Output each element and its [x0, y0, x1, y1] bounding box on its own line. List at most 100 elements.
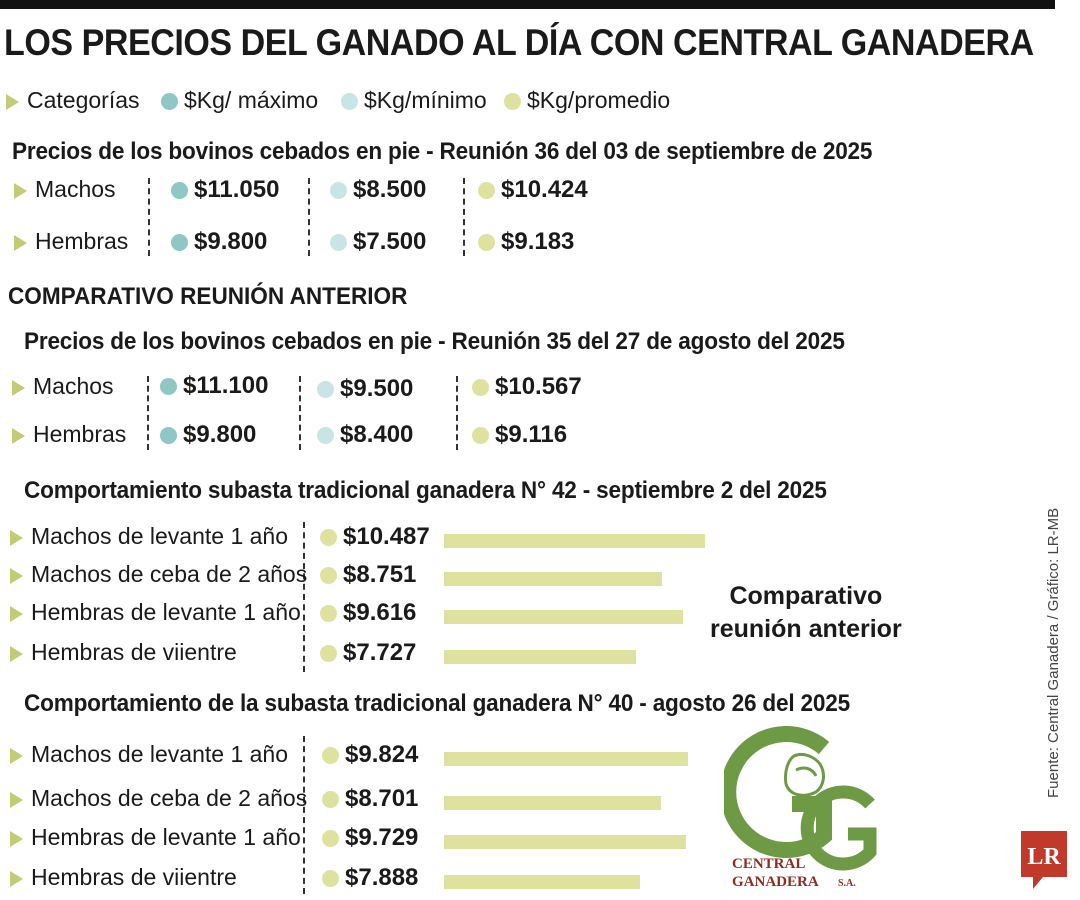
bar [444, 752, 688, 766]
lr-logo-shape [1021, 831, 1067, 889]
value-text: $7.500 [353, 228, 427, 255]
bar [444, 835, 686, 849]
bar [444, 875, 640, 889]
logo-letter-g-right [800, 785, 877, 871]
dot-avg-icon [478, 234, 495, 252]
section2-value-max: $11.100 [160, 372, 268, 400]
dot-max-icon [160, 378, 177, 396]
bar-category-label: Machos de ceba de 2 años [10, 785, 307, 812]
dot-max-icon [171, 234, 188, 252]
section2-title: Precios de los bovinos cebados en pie - … [24, 328, 845, 355]
triangle-marker-icon [10, 605, 23, 622]
bar-value-label: $7.727 [320, 639, 416, 667]
comparative-heading: COMPARATIVO REUNIÓN ANTERIOR [8, 283, 408, 310]
comparison-note-line: reunión anterior [710, 615, 902, 643]
bar [444, 534, 705, 548]
bar-value-text: $8.751 [343, 561, 417, 588]
bar-value-text: $8.701 [345, 785, 419, 812]
section2-row-label: Hembras [12, 421, 126, 448]
section2-value-max: $9.800 [160, 421, 256, 449]
dot-avg-icon [320, 529, 337, 547]
bar-category-text: Machos de levante 1 año [31, 741, 289, 767]
bar-category-label: Hembras de viientre [10, 864, 237, 891]
legend-max-label: $Kg/ máximo [184, 87, 319, 113]
dot-avg-icon [320, 605, 337, 623]
chart1-title: Comportamiento subasta tradicional ganad… [24, 477, 827, 504]
top-rule [0, 0, 1055, 9]
bar-category-text: Machos de ceba de 2 años [31, 785, 308, 811]
bar-value-label: $9.729 [322, 824, 418, 852]
bar-value-text: $10.487 [343, 523, 430, 550]
section1-value-max: $9.800 [171, 228, 267, 256]
triangle-marker-icon [14, 182, 27, 199]
dot-avg-icon [472, 379, 489, 397]
bar [444, 796, 661, 810]
page-title: LOS PRECIOS DEL GANADO AL DÍA CON CENTRA… [4, 22, 1034, 63]
bar-category-label: Machos de levante 1 año [10, 523, 288, 550]
value-text: $9.500 [340, 375, 414, 402]
bar-value-text: $9.616 [343, 599, 417, 626]
triangle-marker-icon [10, 645, 23, 662]
dot-min-icon [341, 93, 358, 111]
dot-min-icon [330, 182, 347, 200]
divider [148, 178, 150, 256]
lr-logo: LR [1021, 831, 1067, 889]
divider [147, 376, 149, 450]
triangle-marker-icon [14, 234, 27, 251]
section1-value-avg: $10.424 [478, 176, 588, 204]
bar-category-label: Machos de levante 1 año [10, 741, 288, 768]
chart2-title: Comportamiento de la subasta tradicional… [24, 690, 850, 717]
dot-min-icon [330, 234, 347, 252]
bar-value-label: $10.487 [320, 523, 430, 551]
triangle-marker-icon [10, 567, 23, 584]
dot-avg-icon [504, 93, 521, 111]
logo-text-central: CENTRAL [732, 856, 805, 872]
legend-max: $Kg/ máximo [161, 87, 318, 114]
bar [444, 572, 662, 586]
dot-avg-icon [322, 830, 339, 848]
dot-max-icon [161, 93, 178, 111]
bar-category-text: Hembras de levante 1 año [31, 824, 301, 850]
value-text: $11.100 [183, 372, 269, 399]
triangle-marker-icon [6, 93, 19, 110]
bar-category-text: Machos de ceba de 2 años [31, 561, 308, 587]
section1-value-min: $7.500 [330, 228, 426, 256]
dot-avg-icon [472, 427, 489, 445]
bar-value-label: $8.751 [320, 561, 416, 589]
value-text: $9.183 [501, 228, 575, 255]
value-text: $10.424 [501, 176, 588, 203]
bar [444, 610, 683, 624]
dot-avg-icon [478, 182, 495, 200]
bar-value-text: $7.888 [345, 864, 419, 891]
legend-categories: Categorías [6, 87, 140, 114]
dot-avg-icon [322, 870, 339, 888]
value-text: $11.050 [194, 176, 280, 203]
bar-category-label: Hembras de levante 1 año [10, 599, 301, 626]
section2-value-avg: $9.116 [472, 421, 567, 449]
triangle-marker-icon [10, 791, 23, 808]
logo-text-ganadera: GANADERA [732, 874, 819, 890]
section1-title: Precios de los bovinos cebados en pie - … [12, 138, 873, 165]
section1-value-min: $8.500 [330, 176, 426, 204]
comparison-note: Comparativo reunión anterior [710, 580, 902, 646]
logo-letter-g-left [724, 726, 832, 858]
section1-value-avg: $9.183 [478, 228, 574, 256]
value-text: $8.400 [340, 421, 414, 448]
bar-category-text: Hembras de levante 1 año [31, 599, 301, 625]
central-ganadera-logo: CENTRAL GANADERA S.A. [724, 726, 877, 890]
bar-category-text: Hembras de viientre [31, 864, 237, 890]
value-text: $9.116 [495, 421, 568, 448]
triangle-marker-icon [10, 870, 23, 887]
bar [444, 650, 636, 664]
dot-min-icon [317, 381, 334, 399]
triangle-marker-icon [12, 427, 25, 444]
bull-horn-icon [795, 766, 818, 777]
bar-category-text: Hembras de viientre [31, 639, 237, 665]
row-label-text: Hembras [35, 228, 129, 254]
dot-max-icon [160, 427, 177, 445]
value-text: $8.500 [353, 176, 427, 203]
value-text: $9.800 [194, 228, 268, 255]
dot-avg-icon [320, 567, 337, 585]
triangle-marker-icon [10, 529, 23, 546]
dot-avg-icon [322, 747, 339, 765]
